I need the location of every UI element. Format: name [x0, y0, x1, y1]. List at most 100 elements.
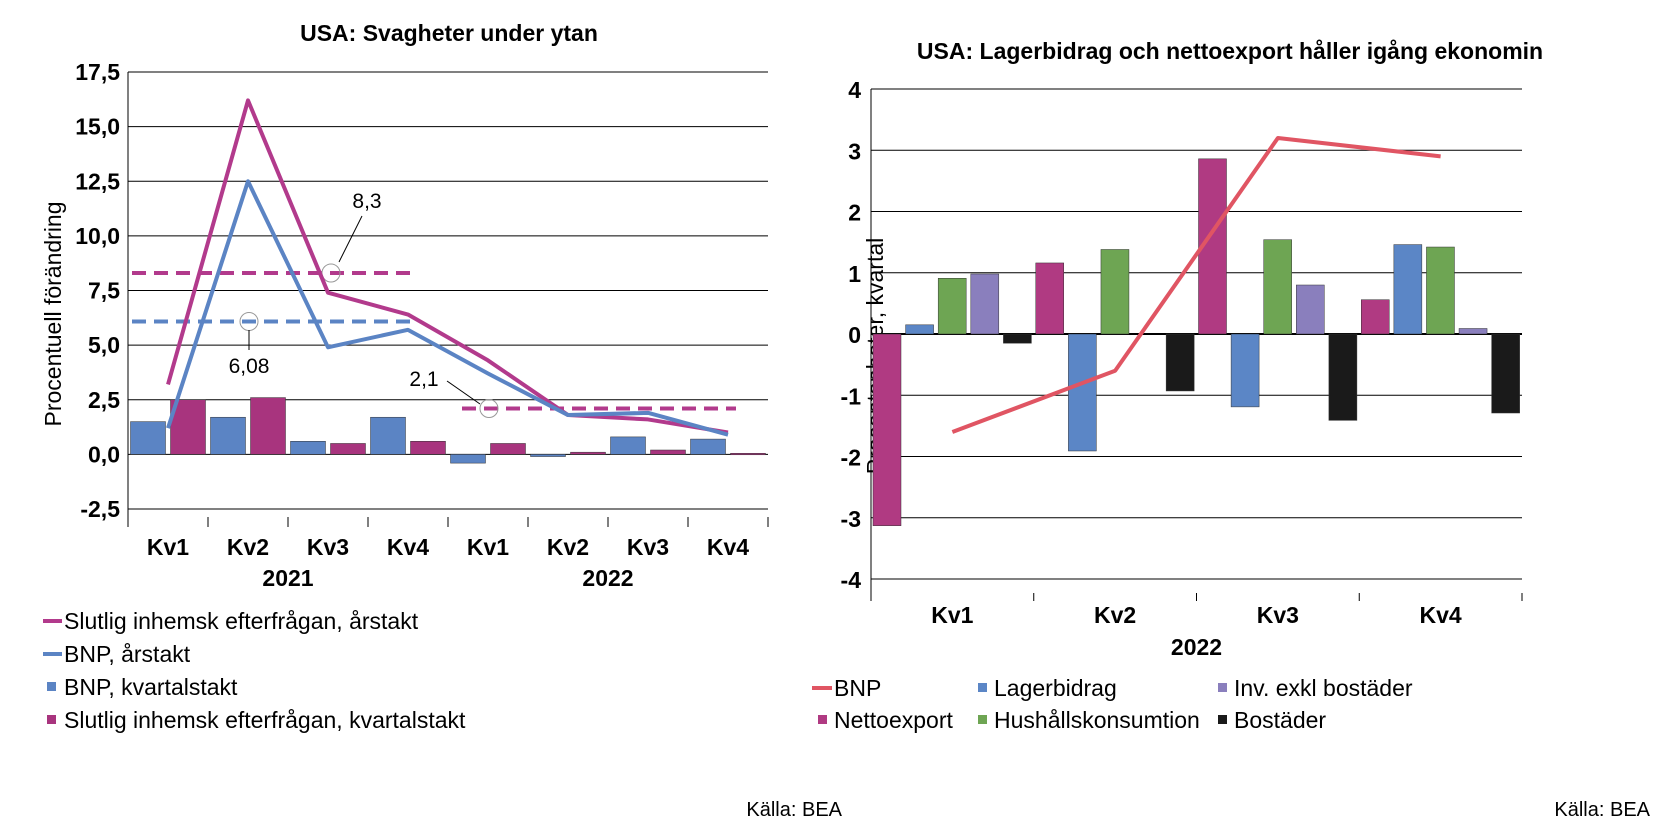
right-x-category-label: Kv3: [1257, 602, 1299, 628]
left-bar-bnp-kvartal: [370, 416, 406, 455]
left-x-category-label: Kv4: [387, 534, 429, 560]
left-average-label: 6,08: [229, 355, 270, 378]
right-bar-hush-llskonsumtion: [1426, 246, 1455, 335]
right-legend-square-swatch: [1218, 683, 1227, 692]
right-bar-inv-exkl-bost-der: [970, 273, 1000, 335]
right-bar-hush-llskonsumtion: [937, 278, 967, 335]
right-bar-lagerbidrag: [905, 324, 934, 335]
right-bar-inv-exkl-bost-der: [1458, 328, 1488, 335]
left-y-tick-label: 15,0: [75, 114, 120, 140]
right-x-category-label: Kv4: [1420, 602, 1462, 628]
left-x-category-label: Kv2: [227, 534, 269, 560]
left-bar-efterfragan-kvartal: [250, 397, 286, 455]
left-average-leader: [338, 215, 363, 263]
left-series-line: [166, 179, 729, 437]
left-y-tick-label: 0,0: [88, 441, 120, 467]
left-x-category-label: Kv3: [627, 534, 669, 560]
right-legend-square-swatch: [978, 715, 987, 724]
left-chart: USA: Svagheter under ytan Procentuell fö…: [40, 20, 843, 821]
left-bar-bnp-kvartal: [130, 421, 166, 455]
left-bar-bnp-kvartal: [450, 454, 486, 464]
left-legend-square-swatch: [47, 682, 56, 691]
left-bar-efterfragan-kvartal: [410, 441, 446, 455]
left-series-lines: [166, 98, 729, 437]
right-bar-bost-der: [1003, 333, 1032, 344]
right-legend-label: Bostäder: [1234, 707, 1326, 733]
right-y-tick-label: -2: [841, 445, 861, 471]
right-legend-label: Lagerbidrag: [994, 675, 1117, 701]
right-bar-lagerbidrag: [1230, 333, 1260, 408]
right-y-tick-label: 0: [848, 322, 861, 348]
left-bar-efterfragan-kvartal: [570, 451, 606, 455]
left-x-category-label: Kv1: [467, 534, 509, 560]
left-bar-bnp-kvartal: [690, 438, 726, 455]
left-legend-label: BNP, kvartalstakt: [64, 674, 238, 700]
right-chart: USA: Lagerbidrag och nettoexport håller …: [812, 38, 1651, 821]
left-y-tick-label: 2,5: [88, 387, 120, 413]
right-legend-label: Nettoexport: [834, 707, 954, 733]
left-x-category-label: Kv4: [707, 534, 749, 560]
right-x-year-label: 2022: [1171, 634, 1222, 660]
right-y-tick-label: -4: [841, 567, 862, 593]
left-average-marker: [479, 398, 499, 418]
left-bar-efterfragan-kvartal: [650, 449, 686, 455]
left-chart-title: USA: Svagheter under ytan: [300, 20, 598, 46]
right-bar-nettoexport: [1035, 262, 1064, 335]
right-bar-nettoexport: [872, 333, 902, 526]
left-bar-bnp-kvartal: [290, 441, 326, 455]
left-source: Källa: BEA: [746, 799, 842, 821]
right-y-tick-label: 2: [848, 200, 861, 226]
left-bar-bnp-kvartal: [530, 454, 566, 457]
right-y-tick-label: 3: [848, 138, 861, 164]
left-y-tick-label: 5,0: [88, 332, 120, 358]
right-bar-lagerbidrag: [1393, 244, 1423, 335]
right-y-tick-label: -1: [841, 383, 862, 409]
left-average-leader: [446, 380, 481, 405]
left-x-year-label: 2022: [582, 565, 633, 591]
right-x-axis: Kv1 Kv2 Kv3 Kv4 2022: [870, 593, 1523, 660]
left-bar-efterfragan-kvartal: [730, 453, 766, 456]
left-y-tick-labels: 17,5 15,0 12,5 10,0 7,5 5,0 2,5 0,0 -2,5: [75, 59, 120, 522]
left-y-axis-label: Procentuell förändring: [40, 201, 66, 426]
left-y-tick-label: 17,5: [75, 59, 120, 85]
left-bar-bnp-kvartal: [210, 416, 246, 455]
left-average-label: 2,1: [409, 368, 438, 391]
left-y-tick-label: 10,0: [75, 223, 120, 249]
left-legend-square-swatch: [47, 715, 56, 724]
right-legend-square-swatch: [1218, 715, 1227, 724]
right-series-lines: [951, 136, 1441, 434]
right-legend-square-swatch: [818, 715, 827, 724]
right-bnp-line: [951, 136, 1441, 434]
left-x-category-label: Kv1: [147, 534, 189, 560]
right-gridlines: [870, 88, 1522, 599]
right-bars: [872, 158, 1520, 526]
left-average-lines: 8,3 6,08 2,1: [132, 190, 736, 418]
left-legend-label: Slutlig inhemsk efterfrågan, årstakt: [64, 608, 419, 634]
right-bar-inv-exkl-bost-der: [1296, 284, 1325, 335]
right-bar-hush-llskonsumtion: [1100, 249, 1130, 335]
left-bar-efterfragan-kvartal: [490, 443, 526, 455]
right-legend: BNP Lagerbidrag Inv. exkl bostäder Nettoexp…: [812, 675, 1413, 733]
left-y-tick-label: -2,5: [80, 496, 120, 522]
right-y-tick-labels: 4 3 2 1 0 -1 -2 -3 -4: [841, 77, 862, 593]
left-bar-bnp-kvartal: [610, 436, 646, 455]
right-legend-label: BNP: [834, 675, 881, 701]
left-gridlines: [127, 71, 768, 519]
left-legend-label: BNP, årstakt: [64, 641, 191, 667]
right-bar-lagerbidrag: [1068, 333, 1097, 452]
right-bar-bost-der: [1328, 333, 1358, 421]
right-source: Källa: BEA: [1554, 799, 1650, 821]
left-average-label: 8,3: [352, 190, 381, 213]
left-legend: Slutlig inhemsk efterfrågan, årstakt BNP,…: [43, 608, 466, 733]
left-x-category-label: Kv3: [307, 534, 349, 560]
left-legend-label: Slutlig inhemsk efterfrågan, kvartalstak…: [64, 707, 466, 733]
right-legend-label: Hushållskonsumtion: [994, 707, 1200, 733]
left-y-tick-label: 12,5: [75, 168, 120, 194]
right-bar-nettoexport: [1361, 299, 1390, 335]
right-bar-hush-llskonsumtion: [1263, 239, 1292, 335]
right-legend-label: Inv. exkl bostäder: [1234, 675, 1413, 701]
left-x-year-label: 2021: [262, 565, 313, 591]
right-y-tick-label: 1: [848, 261, 861, 287]
right-chart-title: USA: Lagerbidrag och nettoexport håller …: [917, 38, 1543, 64]
